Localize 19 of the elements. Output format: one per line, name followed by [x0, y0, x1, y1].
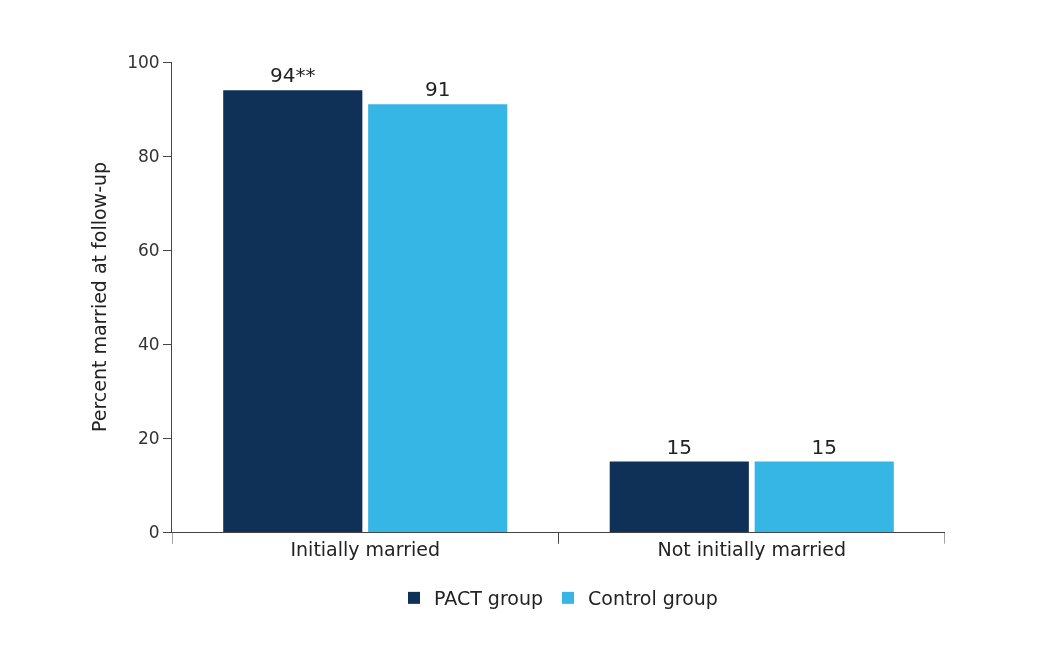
y-tick-label: 60: [137, 239, 160, 260]
bar: [754, 461, 894, 532]
y-tick-label: 80: [137, 145, 160, 166]
legend-label: PACT group: [434, 587, 543, 610]
data-label: 15: [811, 434, 837, 459]
data-label: 91: [424, 77, 451, 102]
bar: [223, 90, 363, 532]
bar: [368, 104, 508, 532]
y-tick-label: 40: [137, 333, 160, 354]
y-axis-title: Percent married at follow-up: [88, 161, 110, 433]
data-label: 94**: [270, 63, 316, 88]
x-tick-label: Not initially married: [657, 537, 847, 560]
x-tick-label: Initially married: [290, 537, 441, 560]
legend-label: Control group: [588, 587, 718, 610]
y-tick-label: 100: [127, 51, 160, 72]
y-tick-label: 0: [148, 521, 160, 542]
bar: [609, 461, 749, 532]
data-label: 15: [666, 434, 693, 459]
y-tick-label: 20: [137, 427, 160, 448]
